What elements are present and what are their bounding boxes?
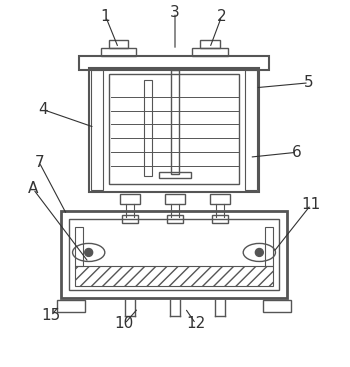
Bar [108, 74, 239, 184]
Bar [171, 70, 179, 174]
Bar [57, 300, 85, 312]
Bar [91, 70, 103, 190]
Bar [210, 194, 230, 204]
Bar [69, 219, 279, 290]
Bar [192, 48, 228, 56]
Circle shape [256, 248, 263, 257]
Text: 2: 2 [217, 9, 226, 24]
Bar [159, 172, 191, 178]
Text: 11: 11 [301, 197, 321, 212]
Text: 6: 6 [292, 145, 302, 160]
Circle shape [85, 248, 93, 257]
Bar [167, 215, 183, 223]
Bar [79, 56, 269, 70]
Bar [144, 80, 152, 176]
Text: 3: 3 [170, 5, 180, 20]
Text: A: A [28, 181, 38, 196]
Bar [245, 70, 257, 190]
Bar [61, 211, 287, 298]
Bar [75, 266, 273, 286]
Bar [122, 215, 138, 223]
Text: 15: 15 [41, 308, 61, 323]
Text: 10: 10 [115, 316, 134, 331]
Bar [108, 40, 128, 48]
Text: 7: 7 [34, 155, 44, 170]
Bar [120, 194, 140, 204]
Bar [100, 48, 136, 56]
Text: 1: 1 [101, 9, 110, 24]
Bar [165, 194, 185, 204]
Bar [265, 227, 273, 266]
Bar [200, 40, 220, 48]
Bar [75, 227, 83, 266]
Bar [89, 68, 259, 192]
Bar [212, 215, 228, 223]
Text: 5: 5 [304, 75, 314, 90]
Text: 12: 12 [186, 316, 205, 331]
Bar [263, 300, 291, 312]
Text: 4: 4 [38, 102, 48, 117]
